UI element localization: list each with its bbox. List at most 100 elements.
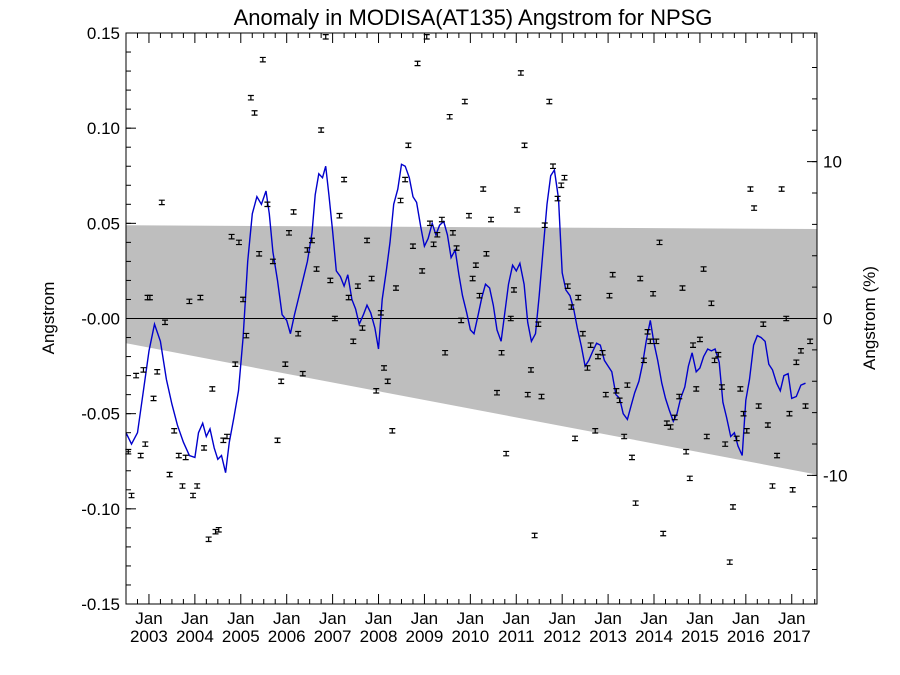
y-axis-label: Angstrom: [39, 282, 58, 355]
data-point-37: [264, 201, 271, 208]
data-point-75: [430, 241, 437, 248]
data-point-142: [683, 448, 690, 455]
data-point-99: [524, 391, 531, 398]
data-point-174: [807, 338, 814, 345]
data-point-61: [373, 388, 380, 394]
data-point-55: [345, 294, 352, 301]
data-point-104: [541, 222, 548, 229]
data-point-46: [304, 247, 311, 253]
data-point-3: [137, 452, 144, 459]
data-point-69: [405, 142, 412, 149]
data-point-64: [384, 378, 391, 385]
data-point-135: [656, 239, 663, 246]
data-point-63: [381, 365, 388, 371]
data-point-164: [764, 422, 771, 428]
y-tick-label-4: -0.05: [81, 405, 120, 424]
data-point-110: [564, 283, 571, 289]
data-point-173: [802, 403, 809, 409]
x-tick-month-9: Jan: [548, 609, 575, 628]
data-point-159: [743, 427, 750, 434]
data-point-85: [469, 275, 476, 282]
data-point-32: [243, 332, 250, 339]
data-point-138: [667, 424, 674, 430]
data-point-67: [397, 197, 404, 204]
data-point-167: [778, 186, 785, 192]
data-point-149: [708, 300, 715, 307]
data-point-23: [209, 386, 216, 392]
x-tick-year-6: 2009: [406, 627, 444, 646]
data-point-25: [215, 526, 222, 533]
data-point-47: [308, 237, 315, 244]
data-point-31: [240, 296, 247, 303]
x-tick-month-1: Jan: [181, 609, 208, 628]
data-point-144: [690, 342, 697, 348]
data-point-82: [458, 317, 465, 324]
data-point-54: [341, 176, 348, 183]
data-point-79: [446, 113, 453, 120]
data-point-146: [696, 336, 703, 343]
y-tick-label-1: 0.10: [87, 119, 120, 138]
data-point-102: [535, 321, 542, 328]
data-point-11: [162, 319, 169, 326]
data-point-121: [606, 292, 613, 299]
data-point-155: [729, 504, 736, 510]
x-tick-year-14: 2017: [773, 627, 811, 646]
data-point-107: [554, 195, 561, 202]
data-point-169: [786, 410, 793, 417]
x-tick-year-9: 2012: [543, 627, 581, 646]
ticks-layer: 0.15 0.10 0.05 -0.00 -0.05 -0.10 -0.15 10 0 -10 Ja…: [81, 24, 847, 646]
data-point-129: [637, 275, 644, 282]
data-point-141: [679, 285, 686, 291]
x-tick-month-8: Jan: [503, 609, 530, 628]
data-point-7: [146, 294, 153, 301]
smoothed-series-line: [125, 163, 806, 473]
data-point-86: [472, 262, 479, 269]
data-point-57: [354, 283, 361, 289]
x-tick-month-14: Jan: [778, 609, 805, 628]
data-point-96: [514, 207, 521, 213]
data-point-163: [760, 321, 767, 328]
x-tick-year-2: 2005: [222, 627, 260, 646]
data-point-27: [224, 433, 231, 440]
x-tick-year-4: 2007: [314, 627, 352, 646]
data-point-72: [419, 268, 426, 274]
x-tick-month-4: Jan: [319, 609, 346, 628]
data-point-15: [179, 483, 186, 489]
data-point-106: [549, 163, 556, 170]
data-point-36: [259, 56, 266, 63]
confidence-band-layer: [126, 225, 817, 475]
data-point-39: [274, 437, 281, 444]
data-point-58: [359, 325, 366, 331]
data-point-51: [327, 277, 334, 284]
data-point-65: [389, 427, 396, 434]
data-point-42: [285, 230, 292, 236]
data-point-89: [483, 250, 490, 257]
uncertainty-band: [126, 225, 817, 475]
x-tick-year-11: 2014: [635, 627, 673, 646]
data-point-18: [190, 492, 197, 499]
data-point-90: [488, 216, 495, 223]
data-point-17: [186, 298, 193, 305]
data-point-41: [282, 361, 289, 367]
y-axis-right-label: Angstrom (%): [860, 266, 879, 370]
data-point-95: [510, 287, 517, 293]
y-tick-label-3: -0.00: [81, 310, 120, 329]
y-tick-label-6: -0.15: [81, 595, 120, 614]
data-point-103: [538, 393, 545, 400]
data-point-145: [693, 386, 700, 392]
data-point-161: [751, 205, 758, 211]
data-point-48: [313, 266, 320, 272]
data-point-113: [575, 294, 582, 301]
data-point-43: [290, 209, 297, 215]
data-point-28: [228, 233, 235, 240]
data-point-53: [336, 212, 343, 219]
data-point-124: [616, 397, 623, 404]
data-point-8: [150, 395, 157, 402]
data-point-62: [377, 309, 384, 316]
x-tick-year-7: 2010: [451, 627, 489, 646]
x-tick-month-2: Jan: [227, 609, 254, 628]
data-point-101: [531, 532, 538, 539]
data-point-76: [434, 231, 441, 238]
data-point-40: [278, 378, 285, 385]
